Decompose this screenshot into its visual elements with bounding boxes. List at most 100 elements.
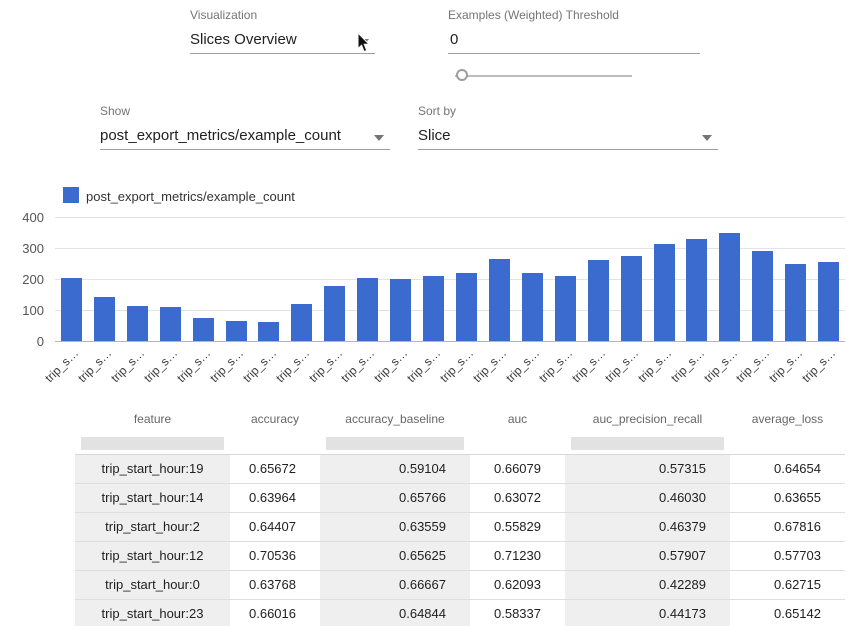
y-axis: 0 100 200 300 400 [0, 210, 48, 349]
table-filter-row [75, 434, 845, 454]
table-body: trip_start_hour:19 0.65672 0.59104 0.66079 0… [75, 454, 845, 626]
metric-cell: 0.71230 [470, 541, 565, 571]
visualization-value: Slices Overview [190, 31, 297, 48]
bar-slot [648, 217, 681, 341]
sort-by-select[interactable]: Slice [418, 124, 718, 150]
metric-cell: 0.59104 [320, 454, 470, 484]
metric-cell: 0.57703 [730, 541, 845, 571]
show-label: Show [100, 104, 131, 118]
bar[interactable] [686, 238, 708, 341]
metric-cell: 0.46379 [565, 512, 730, 542]
mouse-cursor-icon [357, 31, 371, 58]
table-row: trip_start_hour:12 0.70536 0.65625 0.71230 0… [75, 541, 845, 571]
metric-cell: 0.66079 [470, 454, 565, 484]
column-filter-input[interactable] [571, 437, 724, 451]
visualization-select[interactable]: Slices Overview [190, 28, 375, 54]
column-filter-input[interactable] [326, 437, 464, 451]
filter-cell [230, 434, 320, 454]
metric-cell: 0.65142 [730, 599, 845, 626]
bar[interactable] [291, 303, 313, 341]
bar-plot [55, 217, 845, 342]
filter-cell [565, 434, 730, 454]
chevron-down-icon [374, 135, 384, 141]
bar[interactable] [818, 262, 840, 341]
bar[interactable] [554, 275, 576, 341]
threshold-value: 0 [450, 31, 459, 48]
bar[interactable] [653, 244, 675, 341]
column-header[interactable]: accuracy [250, 412, 300, 426]
table-header-row: feature accuracy accuracy_baseline auc auc_p… [75, 404, 845, 434]
bar[interactable] [456, 272, 478, 341]
bar[interactable] [258, 322, 280, 341]
metric-cell: 0.63559 [320, 512, 470, 542]
gridline [55, 310, 845, 311]
bar[interactable] [126, 306, 148, 341]
metric-cell: 0.70536 [230, 541, 320, 571]
threshold-slider-track[interactable] [455, 75, 632, 77]
column-header[interactable]: auc_precision_recall [592, 412, 703, 426]
bar-slot [121, 217, 154, 341]
metric-cell: 0.58337 [470, 599, 565, 626]
column-header[interactable]: auc [507, 412, 528, 426]
bar[interactable] [752, 251, 774, 341]
feature-cell: trip_start_hour:2 [75, 512, 230, 542]
metric-cell: 0.63655 [730, 483, 845, 513]
bar-slot [450, 217, 483, 341]
bar-slot [220, 217, 253, 341]
visualization-label: Visualization [190, 8, 258, 22]
bar[interactable] [521, 272, 543, 341]
bar[interactable] [357, 277, 379, 341]
metric-cell: 0.64407 [230, 512, 320, 542]
column-filter-input[interactable] [81, 437, 224, 451]
feature-cell: trip_start_hour:14 [75, 483, 230, 513]
bar[interactable] [620, 255, 642, 341]
threshold-input[interactable]: 0 [448, 28, 700, 54]
table-row: trip_start_hour:14 0.63964 0.65766 0.63072 0… [75, 483, 845, 513]
metric-cell: 0.62093 [470, 570, 565, 600]
bar-slot [713, 217, 746, 341]
legend-swatch [63, 187, 79, 203]
table-row: trip_start_hour:2 0.64407 0.63559 0.55829 0.… [75, 512, 845, 542]
column-header[interactable]: feature [133, 412, 172, 426]
bar[interactable] [93, 297, 115, 341]
bar-slot [154, 217, 187, 341]
gridline [55, 217, 845, 218]
feature-cell: trip_start_hour:19 [75, 454, 230, 484]
column-header[interactable]: average_loss [751, 412, 824, 426]
bar-slot [253, 217, 286, 341]
bar[interactable] [488, 258, 510, 341]
metric-cell: 0.46030 [565, 483, 730, 513]
bar-slot [55, 217, 88, 341]
threshold-slider-thumb[interactable] [456, 69, 468, 81]
column-header[interactable]: accuracy_baseline [345, 412, 445, 426]
bar[interactable] [192, 317, 214, 341]
metric-cell: 0.57907 [565, 541, 730, 571]
bar[interactable] [225, 320, 247, 341]
metric-cell: 0.67816 [730, 512, 845, 542]
bar[interactable] [719, 232, 741, 341]
metric-cell: 0.66667 [320, 570, 470, 600]
bar-slot [582, 217, 615, 341]
y-tick-label: 300 [22, 241, 44, 256]
bar[interactable] [324, 285, 346, 341]
bar[interactable] [423, 275, 445, 341]
bar[interactable] [785, 263, 807, 341]
metric-cell: 0.63768 [230, 570, 320, 600]
bar[interactable] [390, 279, 412, 341]
x-tick: trip_s… [799, 343, 845, 387]
metric-cell: 0.65672 [230, 454, 320, 484]
bars [55, 217, 845, 341]
filter-cell [320, 434, 470, 454]
bar-slot [516, 217, 549, 341]
bar[interactable] [159, 306, 181, 341]
bar[interactable] [60, 277, 82, 341]
filter-cell [75, 434, 230, 454]
bar[interactable] [587, 260, 609, 341]
x-tick-label: trip_s… [42, 346, 82, 386]
bar-slot [384, 217, 417, 341]
show-select[interactable]: post_export_metrics/example_count [100, 124, 390, 150]
metric-cell: 0.57315 [565, 454, 730, 484]
metric-cell: 0.55829 [470, 512, 565, 542]
metric-cell: 0.65766 [320, 483, 470, 513]
y-tick-label: 0 [36, 334, 44, 349]
